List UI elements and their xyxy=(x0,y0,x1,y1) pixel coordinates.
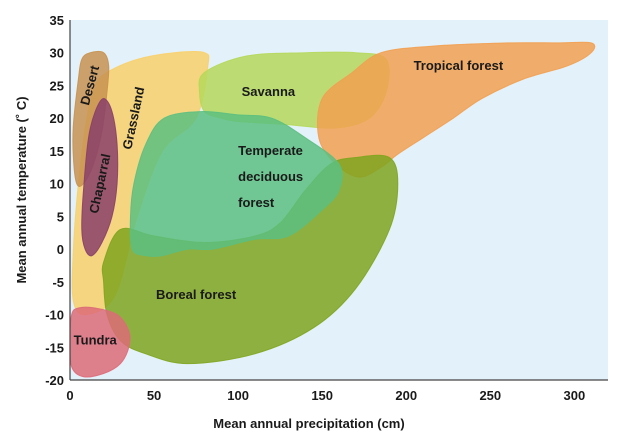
y-tick-label: -20 xyxy=(45,373,64,388)
label-line: Boreal forest xyxy=(156,287,237,302)
label-line: Tundra xyxy=(74,333,118,348)
x-tick-label: 250 xyxy=(479,388,501,403)
label-line: Temperate xyxy=(238,143,303,158)
x-tick-label: 200 xyxy=(395,388,417,403)
biome-regions xyxy=(69,41,596,378)
x-tick-label: 300 xyxy=(564,388,586,403)
label-line: Tropical forest xyxy=(414,58,504,73)
x-axis-title: Mean annual precipitation (cm) xyxy=(213,416,404,431)
tick-labels: 0 50 100 150 200 250 30035302520151050-5-10-15… xyxy=(45,13,585,403)
x-tick-label: 0 xyxy=(66,388,73,403)
x-tick-label: 100 xyxy=(227,388,249,403)
x-tick-label: 150 xyxy=(311,388,333,403)
label-line: Savanna xyxy=(242,84,296,99)
x-tick-label: 50 xyxy=(147,388,161,403)
y-tick-label: 10 xyxy=(50,177,64,192)
label-boreal-forest: Boreal forest xyxy=(156,287,237,302)
axes xyxy=(69,20,608,381)
y-axis-title: Mean annual temperature (˚ C) xyxy=(14,96,29,283)
region-temperate-deciduous-forest xyxy=(129,111,343,257)
region-tundra xyxy=(69,306,131,378)
region-chaparral xyxy=(81,97,119,257)
y-tick-label: -5 xyxy=(52,275,64,290)
y-tick-label: 30 xyxy=(50,46,64,61)
y-tick-label: 5 xyxy=(57,209,64,224)
label-temperate-deciduous-forest: Temperate deciduous forest xyxy=(238,143,303,210)
y-tick-label: 15 xyxy=(50,144,64,159)
label-tropical-forest: Tropical forest xyxy=(414,58,504,73)
y-tick-label: -15 xyxy=(45,340,64,355)
y-tick-label: -10 xyxy=(45,308,64,323)
label-tundra: Tundra xyxy=(74,333,118,348)
y-tick-label: 35 xyxy=(50,13,64,28)
y-tick-label: 0 xyxy=(57,242,64,257)
region-desert xyxy=(72,50,110,187)
label-line: deciduous xyxy=(238,169,303,184)
y-tick-label: 20 xyxy=(50,111,64,126)
label-savanna: Savanna xyxy=(242,84,296,99)
y-tick-label: 25 xyxy=(50,78,64,93)
label-line: forest xyxy=(238,195,275,210)
